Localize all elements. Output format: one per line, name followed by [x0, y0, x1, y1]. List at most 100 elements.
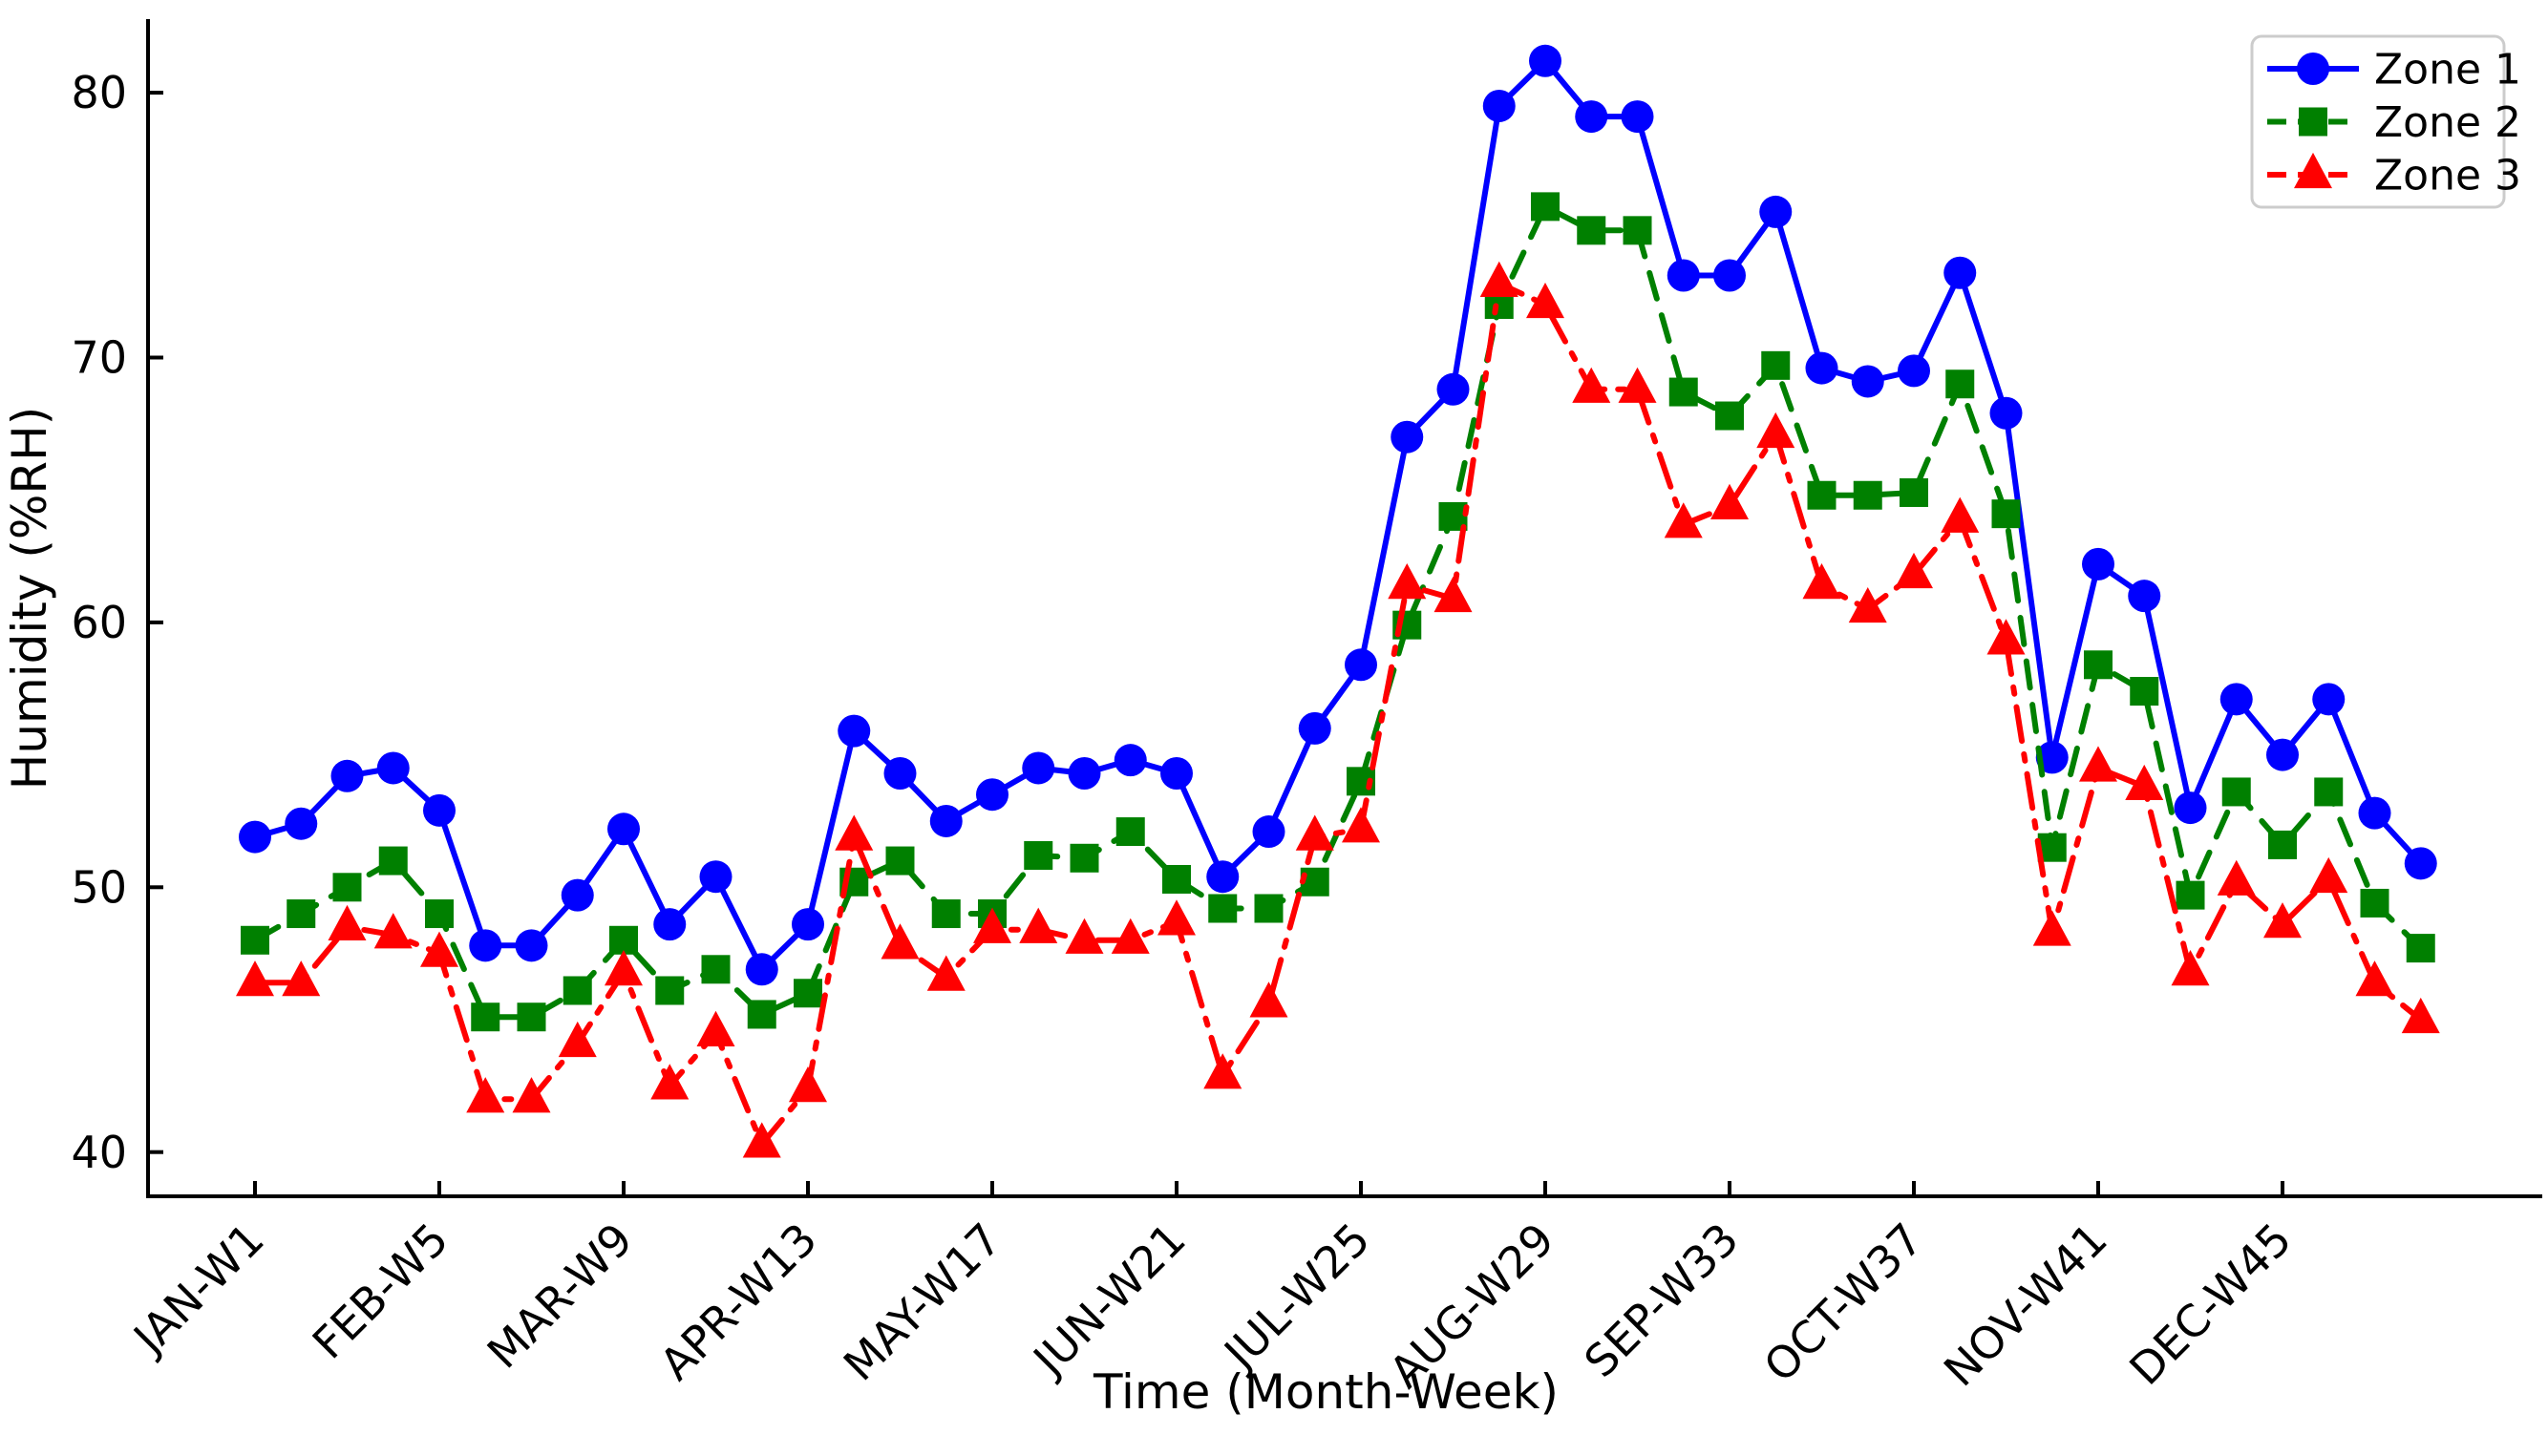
zone-2-marker: [1623, 216, 1652, 245]
zone-3-marker: [1802, 563, 1841, 600]
legend-marker: [2297, 53, 2329, 85]
zone-2-marker: [701, 955, 731, 984]
zone-3-marker: [2217, 859, 2256, 896]
zone-3-marker: [466, 1077, 505, 1113]
zone-2-marker: [794, 979, 822, 1008]
zone-2-marker: [1945, 369, 1975, 399]
zone-2-marker: [885, 846, 915, 876]
zone-3-marker: [1848, 586, 1887, 623]
zone-2-marker: [241, 925, 269, 955]
zone-1-marker: [838, 714, 871, 748]
zone-3-marker: [881, 923, 920, 960]
x-tick-label: MAY-W17: [834, 1213, 1011, 1391]
legend-item-zone-2: Zone 2: [2267, 98, 2521, 147]
zone-3-marker: [2171, 950, 2210, 986]
x-tick-label: DEC-W45: [2119, 1213, 2301, 1395]
zone-3-marker: [282, 960, 321, 997]
zone-2-marker: [2221, 777, 2251, 807]
zone-2-marker: [1668, 377, 1698, 407]
zone-3-marker: [1203, 1053, 1242, 1089]
zone-2-marker: [1991, 499, 2021, 529]
zone-1-marker: [515, 929, 548, 962]
zone-1-marker: [2404, 847, 2437, 880]
x-tick-label: OCT-W37: [1753, 1213, 1932, 1392]
zone-3-marker: [1526, 282, 1564, 319]
zone-1-marker: [1898, 354, 1930, 388]
zone-3-marker: [1342, 807, 1380, 843]
zone-2-marker: [655, 976, 685, 1005]
zone-3-marker: [742, 1122, 781, 1158]
zone-1-marker: [469, 929, 502, 962]
zone-2-marker: [1853, 480, 1882, 510]
legend-item-zone-1: Zone 1: [2267, 45, 2521, 94]
zone-1-marker: [423, 793, 456, 827]
zone-2-marker: [1024, 841, 1053, 871]
zone-3-marker: [1756, 411, 1795, 449]
zone-1-marker: [1391, 420, 1424, 454]
zone-2-marker: [2360, 888, 2389, 918]
zone-1-marker: [607, 812, 640, 846]
zone-2-marker: [747, 1000, 776, 1029]
zone-3-marker: [1941, 496, 1980, 533]
zone-1-marker: [285, 807, 318, 840]
zone-2-marker: [2130, 677, 2159, 707]
zone-3-marker: [2401, 997, 2440, 1034]
zone-1-marker: [2035, 741, 2069, 774]
x-tick-label: SEP-W33: [1575, 1213, 1749, 1387]
zone-3-marker: [835, 814, 874, 851]
zone-2-marker: [471, 1002, 500, 1032]
zone-3-marker: [926, 955, 966, 991]
zone-3-marker: [1572, 367, 1611, 403]
zone-1-marker: [1298, 711, 1331, 745]
zone-3-marker: [1710, 483, 1749, 519]
zone-1-marker: [699, 860, 733, 894]
zone-2-marker: [1807, 480, 1837, 510]
zone-3-marker: [2032, 910, 2071, 946]
zone-1-marker: [929, 804, 963, 837]
y-axis-title: Humidity (%RH): [2, 407, 57, 790]
zone-3-marker: [1479, 261, 1518, 297]
zone-1-marker: [1114, 744, 1147, 777]
zone-3-marker: [1618, 367, 1657, 403]
zone-1-marker: [2219, 683, 2253, 716]
zone-2-marker: [1208, 894, 1238, 923]
zone-3-marker: [236, 960, 274, 997]
zone-1-marker: [1482, 89, 1516, 122]
zone-2-marker: [2084, 650, 2113, 680]
series-zone-1: [239, 44, 2437, 986]
zone-2-marker: [1900, 477, 1928, 507]
zone-3-marker: [1664, 502, 1703, 538]
axes: 40 50 60 70 80 JAN-W1 FEB-W5 MAR-W9 APR-W13 MAY-W…: [2, 19, 2542, 1420]
zone-1-marker: [330, 759, 364, 792]
zone-3-marker: [558, 1021, 597, 1058]
y-tick-label: 80: [71, 67, 127, 118]
zone-1-marker: [561, 878, 594, 912]
zone-1-marker: [976, 778, 1009, 812]
zone-2-marker: [1162, 864, 1191, 894]
zone-3-marker: [1111, 918, 1150, 954]
zone-3-marker: [973, 907, 1011, 943]
legend-label: Zone 3: [2374, 151, 2521, 200]
zone-1-marker: [1160, 757, 1193, 791]
zone-1-marker: [1667, 259, 1700, 292]
legend-marker: [2294, 152, 2332, 189]
zone-1-marker: [653, 908, 687, 941]
zone-3-marker: [1295, 814, 1334, 851]
zone-2-marker: [931, 899, 961, 929]
zone-2-marker: [1577, 216, 1606, 245]
x-tick-label: JUL-W25: [1213, 1213, 1380, 1381]
zone-1-marker: [1206, 860, 1240, 894]
zone-3-marker: [1019, 907, 1058, 943]
zone-2-marker: [287, 899, 316, 929]
x-tick-label: JUN-W21: [1022, 1213, 1196, 1387]
zone-1-marker: [1759, 195, 1793, 228]
zone-1-marker: [1022, 751, 1055, 785]
zone-1-marker: [745, 953, 778, 986]
zone-3-marker: [1065, 918, 1104, 954]
x-tick-label: JAN-W1: [122, 1213, 274, 1365]
zone-1-marker: [1345, 648, 1377, 682]
legend-marker: [2299, 107, 2327, 137]
zone-3-marker: [2263, 902, 2302, 939]
zone-2-marker: [378, 846, 408, 876]
